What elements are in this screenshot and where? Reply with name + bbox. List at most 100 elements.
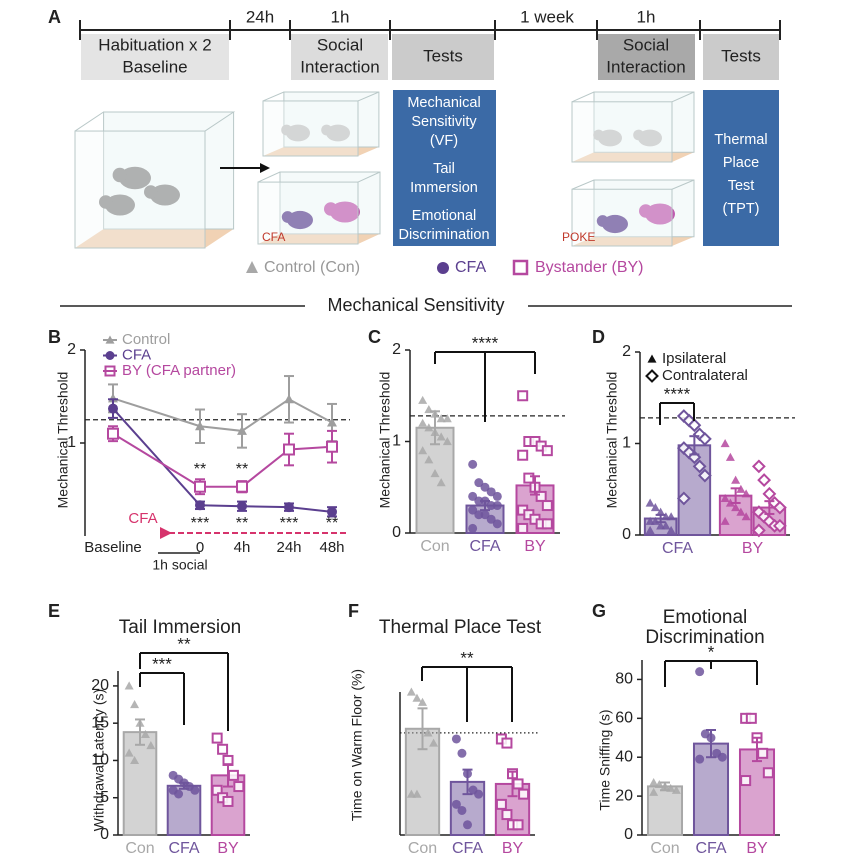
point-marker (697, 468, 712, 483)
point-marker (468, 491, 478, 501)
point-marker (645, 525, 655, 535)
mouse-body (598, 129, 622, 147)
point-marker (418, 418, 428, 427)
phase-label: Social (317, 35, 363, 54)
y-axis-label: Time on Warm Floor (%) (349, 669, 365, 821)
mouse-body (638, 129, 662, 147)
y-tick-label: 80 (615, 671, 633, 688)
y-axis-label: Time Sniffing (s) (597, 709, 613, 810)
point-marker (645, 498, 655, 507)
legend-marker (246, 261, 258, 273)
y-tick-label: 0 (100, 826, 109, 843)
point-marker (745, 712, 757, 724)
significance-label: ** (236, 461, 248, 478)
point-marker (146, 741, 156, 750)
phase-label: Tests (423, 46, 463, 65)
point-marker (741, 512, 751, 521)
mouse-head (144, 185, 158, 199)
point-marker (457, 805, 467, 815)
y-tick-label: 1 (67, 434, 76, 451)
series-line (112, 432, 333, 488)
legend-label: Ipsilateral (662, 350, 726, 367)
point-marker (217, 743, 229, 755)
legend-label: CFA (122, 346, 151, 363)
x-tick-label: Con (125, 840, 154, 857)
point-marker (501, 737, 513, 749)
point-marker (195, 500, 205, 511)
point-marker (474, 510, 484, 520)
y-tick-label: 60 (615, 710, 633, 727)
point-marker (772, 518, 787, 533)
point-marker (517, 390, 529, 402)
bar (122, 731, 158, 836)
point-marker (731, 503, 741, 512)
y-tick-label: 20 (615, 787, 633, 804)
phase-box (703, 34, 779, 80)
point-marker (412, 693, 422, 702)
point-marker (492, 491, 502, 501)
point-marker (327, 417, 337, 427)
point-marker (418, 697, 427, 706)
mouse-head (593, 129, 604, 141)
significance-label: * (708, 642, 715, 661)
test-label: Tail (433, 161, 455, 177)
point-marker (436, 414, 446, 423)
point-marker (645, 369, 659, 383)
cage-front (571, 188, 673, 247)
y-axis-label: Mechanical Threshold (604, 372, 620, 509)
mouse-body (105, 194, 135, 216)
point-marker (725, 452, 735, 461)
point-marker (430, 469, 440, 478)
point-marker (233, 781, 245, 793)
point-marker (741, 489, 751, 498)
x-tick-label: Con (650, 840, 679, 857)
cage-illustrations (74, 91, 695, 249)
point-marker (666, 512, 676, 521)
panel-letter: G (592, 601, 606, 621)
point-marker (474, 789, 484, 799)
x-tick-label: Con (408, 840, 437, 857)
point-marker (736, 484, 746, 493)
legend-marker (437, 262, 449, 274)
point-marker (474, 496, 484, 506)
point-marker (236, 480, 248, 493)
test-label: Thermal (714, 132, 767, 148)
point-marker (671, 785, 681, 794)
x-tick-label: BY (746, 840, 768, 857)
point-marker (649, 787, 659, 796)
point-marker (423, 728, 433, 737)
cage-edge (262, 91, 380, 102)
mouse-head (633, 129, 644, 141)
x-tick-label: CFA (695, 840, 726, 857)
x-tick-label: BY (524, 538, 546, 555)
point-marker (222, 795, 234, 807)
x-tick-label: Con (420, 538, 449, 555)
cage-edge (571, 91, 695, 103)
chart-title: Emotional (663, 607, 748, 628)
mouse-body (326, 124, 350, 142)
series-line (112, 397, 333, 432)
test-box (703, 90, 779, 246)
significance-label: *** (280, 515, 299, 532)
y-tick-label: 15 (91, 714, 109, 731)
test-label: Mechanical (407, 95, 480, 111)
point-marker (124, 748, 134, 757)
chart-title: Discrimination (645, 627, 764, 648)
test-label: Sensitivity (411, 114, 477, 130)
cage-floor (572, 152, 694, 162)
y-tick-label: 20 (91, 677, 109, 694)
cage-front (571, 101, 673, 163)
cage-front (257, 181, 359, 245)
point-marker (406, 687, 416, 696)
interval-label: 1 week (520, 7, 574, 26)
x-tick-label: Baseline (84, 539, 142, 556)
mouse-body (602, 214, 628, 234)
point-marker (108, 403, 118, 414)
test-label: Place (723, 155, 759, 171)
x-tick-label: BY (217, 840, 239, 857)
mouse-head (321, 124, 332, 136)
point-marker (140, 729, 150, 738)
point-marker (227, 769, 239, 781)
point-marker (541, 500, 553, 512)
